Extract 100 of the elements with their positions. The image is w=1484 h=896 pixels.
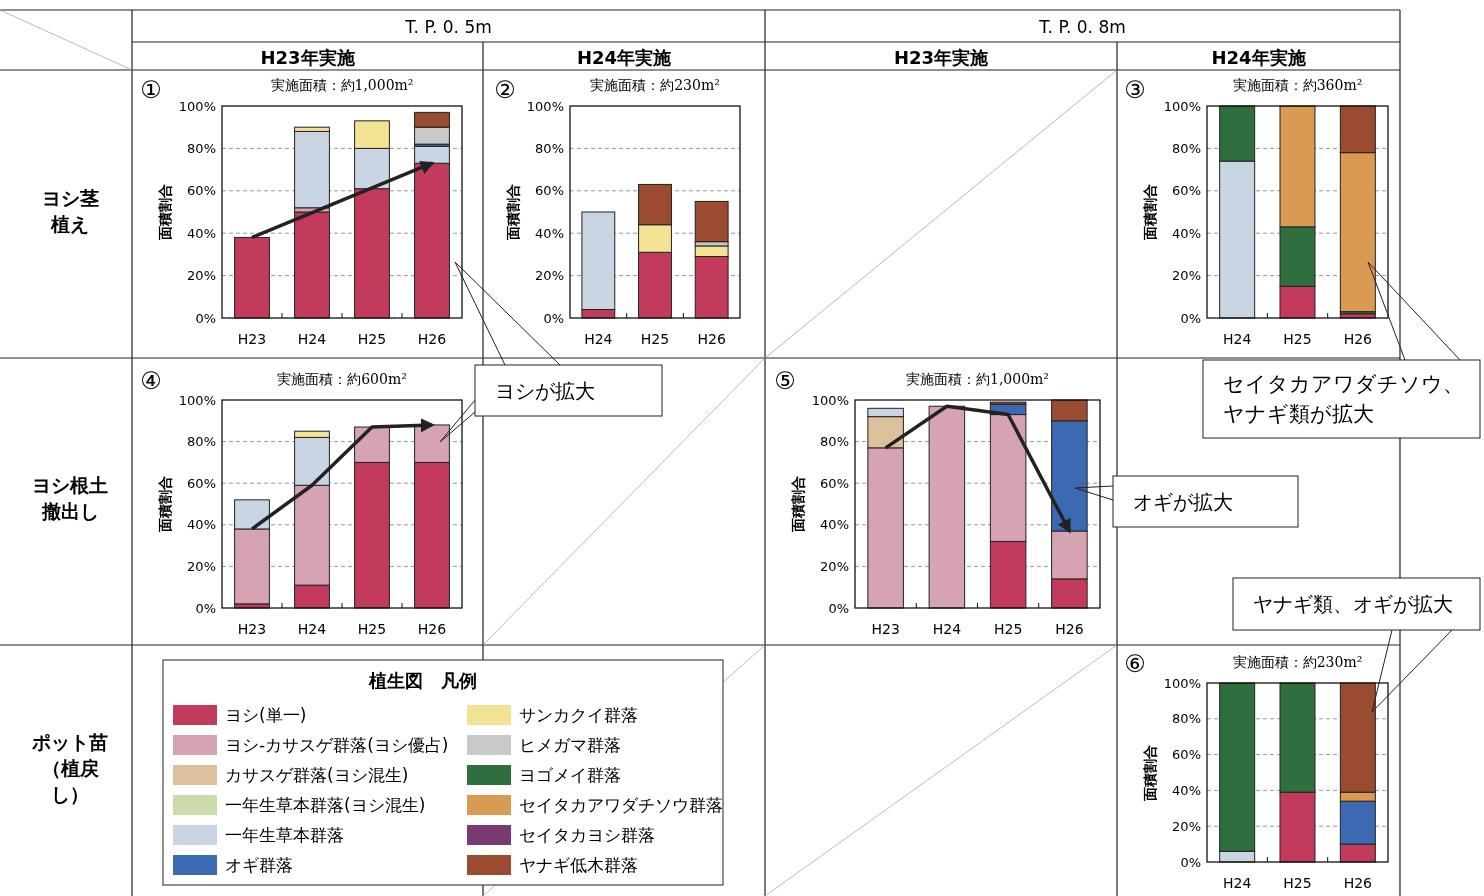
legend-label: カサスゲ群落(ヨシ混生) — [225, 764, 409, 785]
y-tick-label: 0% — [828, 600, 849, 616]
text: ヨシ根土撤出し — [32, 474, 108, 522]
x-tick-label: H24 — [297, 621, 327, 637]
text: H24年実施 — [576, 47, 672, 68]
y-tick-label: 80% — [187, 140, 216, 156]
y-tick-label: 40% — [187, 517, 216, 533]
chart-title: 実施面積：約360m² — [1232, 77, 1363, 93]
y-tick-label: 100% — [1163, 675, 1201, 691]
y-tick-label: 20% — [187, 268, 216, 284]
text: T. P. 0. 5m — [404, 17, 492, 37]
chart-title: 実施面積：約1,000m² — [270, 77, 414, 93]
legend-title: 植生図 凡例 — [368, 670, 477, 691]
chart-title: 実施面積：約230m² — [590, 77, 720, 93]
x-tick-label: H24 — [297, 331, 327, 347]
y-axis-title: 面積割合 — [156, 476, 173, 533]
x-tick-label: H26 — [1055, 621, 1084, 637]
y-tick-label: 20% — [535, 268, 564, 284]
y-tick-label: 40% — [535, 225, 564, 241]
y-tick-label: 60% — [535, 183, 564, 199]
x-tick-label: H23 — [237, 621, 267, 637]
y-tick-label: 20% — [187, 558, 216, 574]
x-tick-label: H26 — [417, 331, 447, 347]
y-tick-label: 60% — [1172, 747, 1201, 763]
bar — [294, 130, 330, 209]
y-tick-label: 100% — [1163, 98, 1201, 114]
callout: オギが拡大 — [1074, 475, 1299, 528]
legend-label: 一年生草本群落(ヨシ混生) — [225, 794, 426, 815]
bar — [928, 405, 966, 609]
y-axis-title: 面積割合 — [1141, 184, 1158, 241]
y-tick-label: 40% — [820, 517, 849, 533]
chart-title: 実施面積：約230m² — [1232, 654, 1363, 670]
legend-label: ヒメガマ群落 — [519, 734, 621, 755]
chart-title: 実施面積：約1,000m² — [906, 371, 1049, 387]
y-tick-label: 80% — [1172, 140, 1201, 156]
x-tick-label: H25 — [357, 621, 387, 637]
legend-label: セイタカアワダチソウ群落 — [519, 794, 723, 815]
legend-label: サンカクイ群落 — [519, 704, 638, 725]
x-tick-label: H25 — [357, 331, 387, 347]
y-tick-label: 0% — [195, 600, 216, 616]
y-tick-label: 60% — [1172, 183, 1201, 199]
x-tick-label: H25 — [1283, 331, 1312, 347]
text: ヨシ茎植え — [41, 187, 99, 235]
text: ③ — [1124, 76, 1146, 105]
y-tick-label: 0% — [195, 310, 216, 326]
x-tick-label: H26 — [417, 621, 447, 637]
y-axis-title: 面積割合 — [504, 184, 521, 241]
bar — [294, 211, 330, 319]
text: ② — [494, 76, 516, 105]
y-tick-label: 80% — [1172, 711, 1201, 727]
y-tick-label: 40% — [1172, 782, 1201, 798]
y-axis-title: 面積割合 — [1141, 744, 1158, 802]
x-tick-label: H24 — [584, 331, 613, 347]
x-tick-label: H23 — [871, 621, 900, 637]
y-tick-label: 0% — [1180, 854, 1201, 870]
y-tick-label: 80% — [187, 434, 216, 450]
y-axis-title: 面積割合 — [789, 476, 806, 533]
x-tick-label: H23 — [237, 331, 267, 347]
text: ⑤ — [774, 367, 796, 396]
bar — [694, 200, 729, 243]
y-tick-label: 100% — [811, 392, 849, 408]
y-tick-label: 20% — [1172, 818, 1201, 834]
y-tick-label: 100% — [178, 392, 216, 408]
y-tick-label: 0% — [1180, 310, 1201, 326]
text: ④ — [140, 367, 162, 396]
text: H23年実施 — [893, 47, 989, 68]
y-tick-label: 60% — [187, 183, 216, 199]
x-tick-label: H26 — [1343, 875, 1373, 891]
y-tick-label: 100% — [526, 98, 564, 114]
legend-label: ヤナギ低木群落 — [519, 854, 638, 875]
x-tick-label: H25 — [640, 331, 670, 347]
x-tick-label: H25 — [1283, 875, 1312, 891]
legend-label: ヨゴメイ群落 — [519, 764, 621, 785]
text: T. P. 0. 8m — [1038, 17, 1126, 37]
bar — [234, 236, 270, 319]
y-tick-label: 20% — [820, 558, 849, 574]
x-tick-label: H26 — [1343, 331, 1373, 347]
text: H23年実施 — [260, 47, 355, 68]
y-tick-label: 40% — [1172, 225, 1201, 241]
x-tick-label: H24 — [1222, 331, 1252, 347]
text: ① — [140, 76, 162, 105]
y-tick-label: 80% — [535, 140, 564, 156]
text: ポット苗（植戻し） — [31, 731, 108, 805]
text: ⑥ — [1124, 650, 1146, 679]
legend-label: ヨシ(単一) — [225, 704, 307, 725]
y-axis-title: 面積割合 — [156, 184, 173, 241]
y-tick-label: 80% — [820, 434, 849, 450]
y-tick-label: 0% — [543, 310, 564, 326]
y-tick-label: 60% — [820, 475, 849, 491]
text: H24年実施 — [1211, 47, 1306, 68]
chart-title: 実施面積：約600m² — [277, 371, 407, 387]
legend-label: 一年生草本群落 — [225, 824, 344, 845]
y-tick-label: 60% — [187, 475, 216, 491]
x-tick-label: H24 — [932, 621, 962, 637]
x-tick-label: H26 — [697, 331, 726, 347]
y-tick-label: 100% — [178, 98, 216, 114]
legend-label: セイタカヨシ群落 — [519, 824, 655, 845]
legend-label: オギ群落 — [225, 854, 293, 875]
x-tick-label: H24 — [1222, 875, 1252, 891]
x-tick-label: H25 — [993, 621, 1023, 637]
